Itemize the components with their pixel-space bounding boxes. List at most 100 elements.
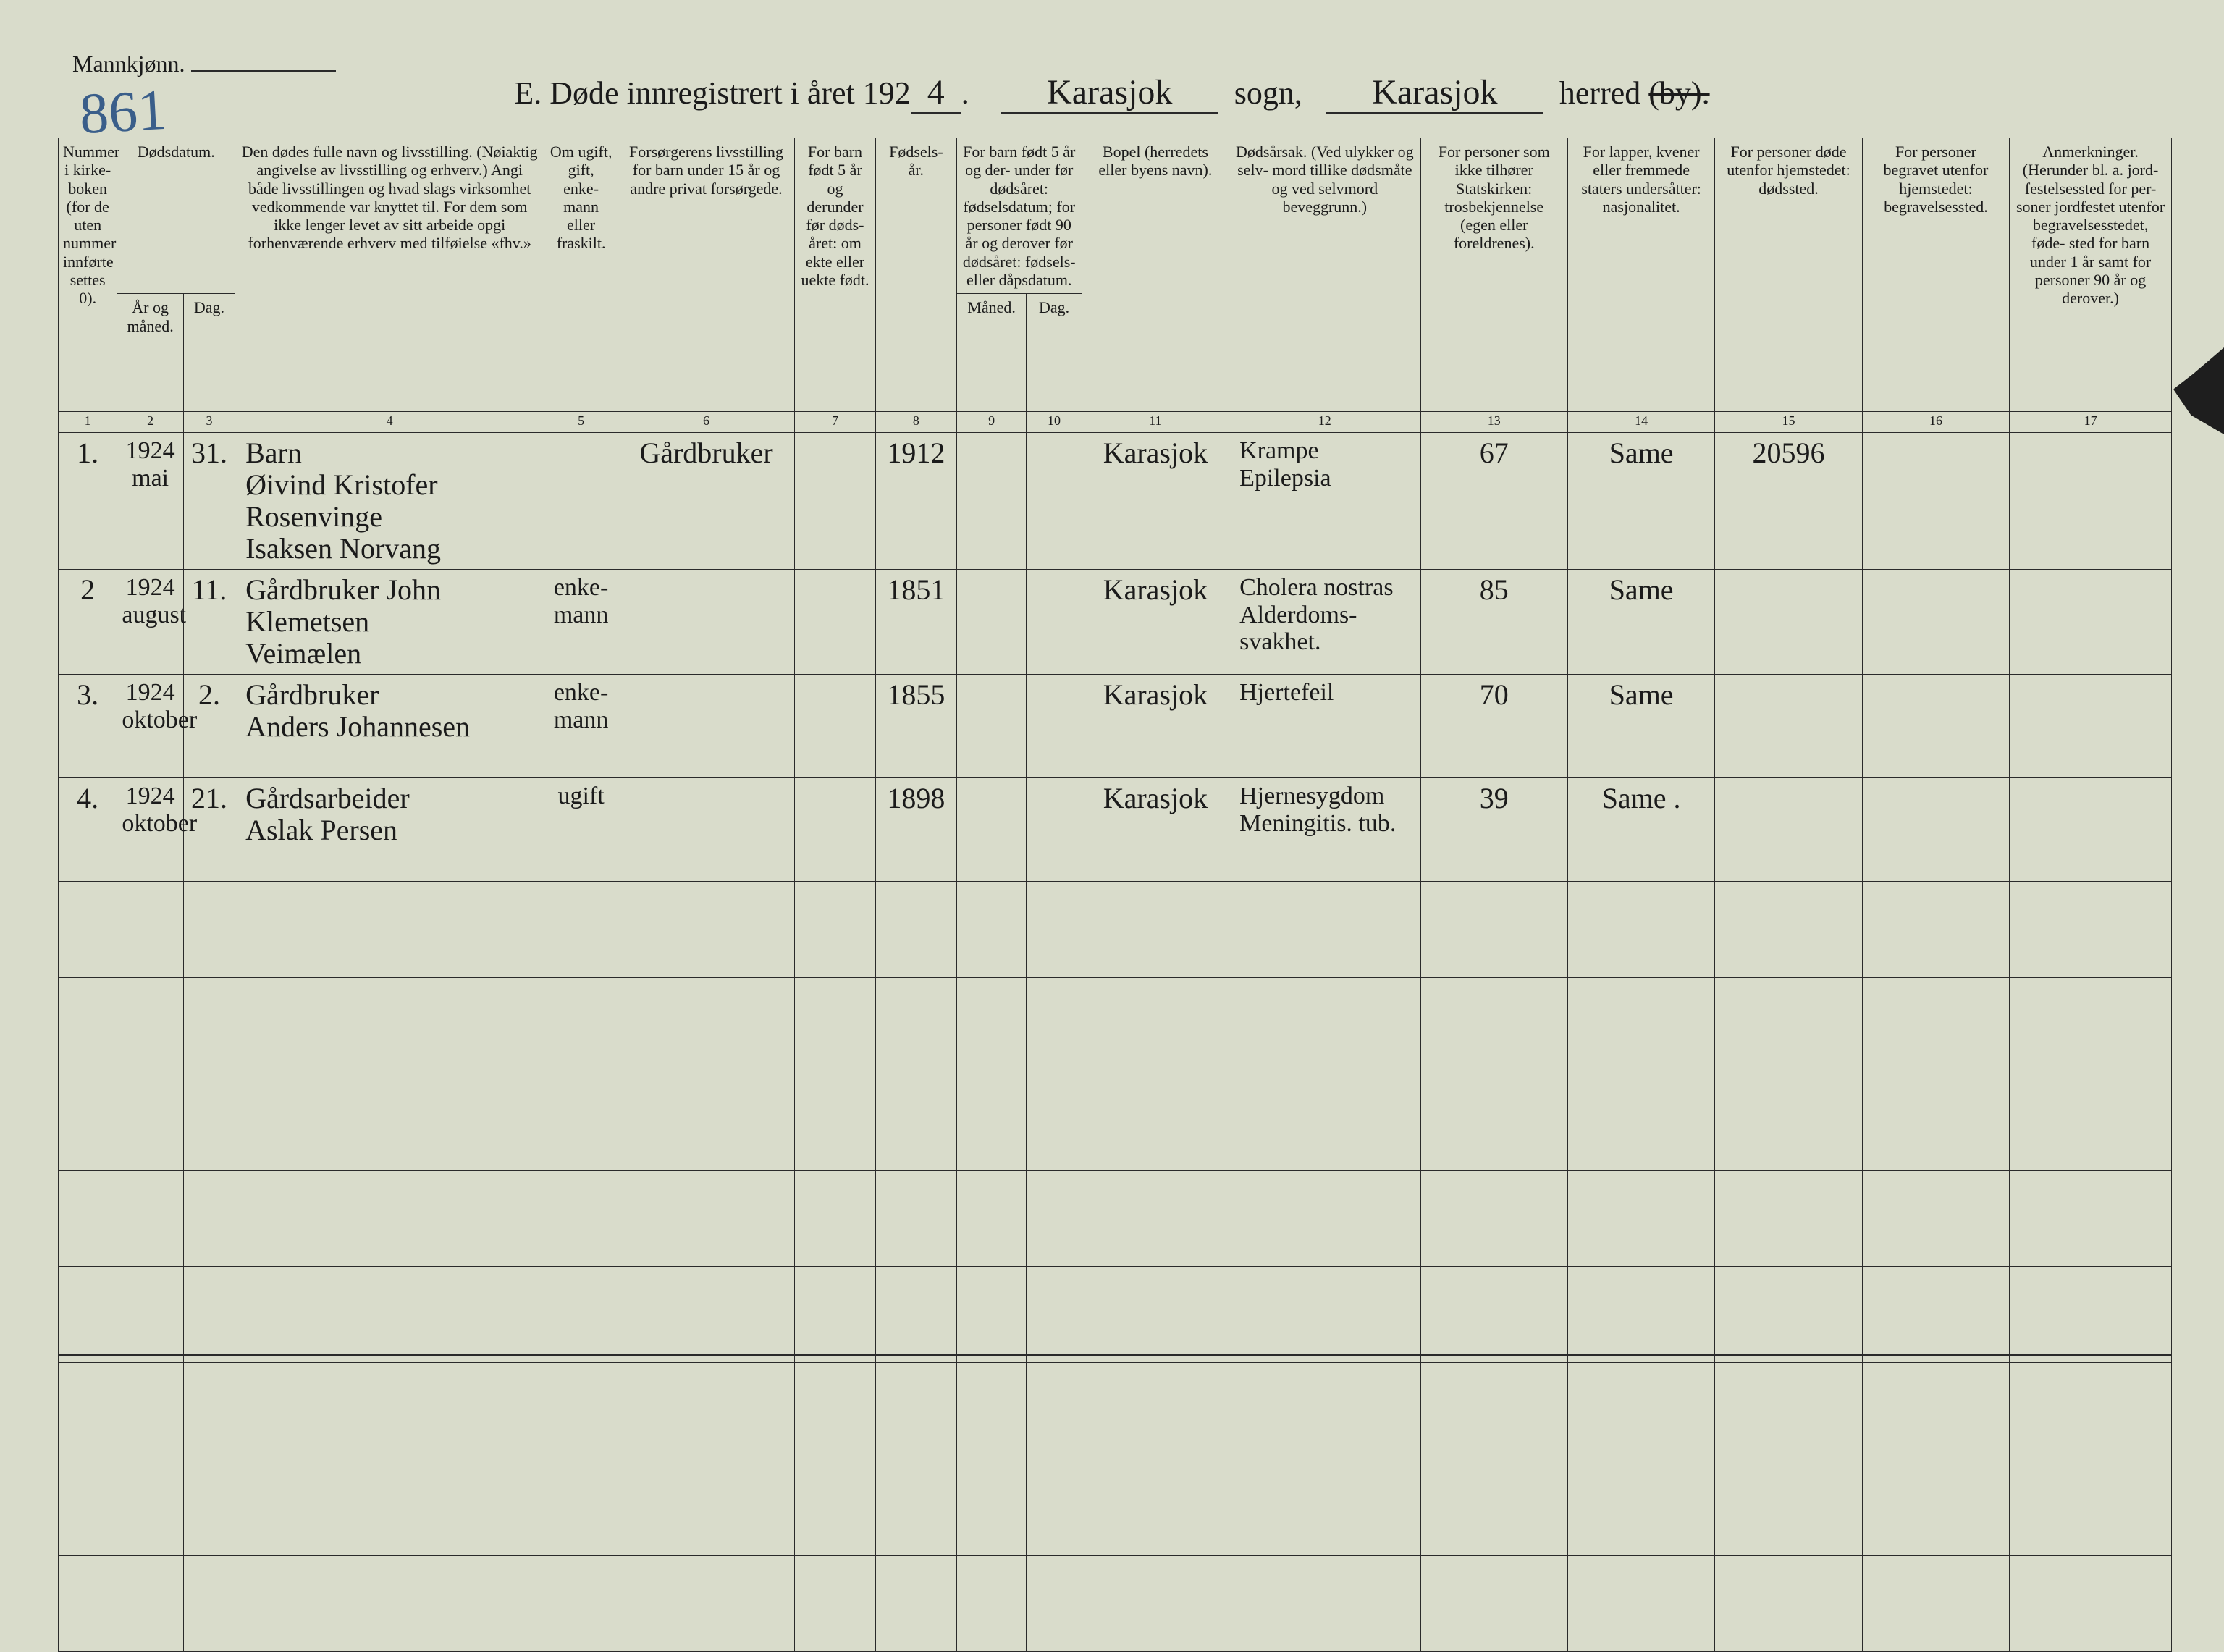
- hdr-nationality: For lapper, kvener eller fremmede stater…: [1567, 138, 1714, 412]
- hdr-birth-month: Måned.: [956, 294, 1027, 412]
- cell-residence: Karasjok: [1082, 778, 1229, 882]
- cell-empty: [544, 1267, 618, 1363]
- cell-remarks: [2010, 778, 2172, 882]
- cell-empty: [1420, 978, 1567, 1074]
- cell-legit: [795, 570, 876, 675]
- cell-empty: [183, 882, 235, 978]
- cell-empty: [875, 882, 956, 978]
- cell-nationality: Same: [1567, 433, 1714, 570]
- cell-empty: [1715, 1363, 1862, 1459]
- hdr-birth-day: Dag.: [1027, 294, 1082, 412]
- cell-empty: [1567, 1556, 1714, 1652]
- cell-empty: [956, 1459, 1027, 1556]
- cell-legit: [795, 778, 876, 882]
- cell-empty: [1862, 882, 2009, 978]
- title-prefix: E. Døde innregistrert i året 192: [514, 75, 910, 111]
- cell-marital: ugift: [544, 778, 618, 882]
- cell-cause: HjernesygdomMeningitis. tub.: [1229, 778, 1420, 882]
- num-10: 10: [1027, 412, 1082, 433]
- num-15: 15: [1715, 412, 1862, 433]
- gender-underline: [191, 70, 336, 72]
- cell-confession: 67: [1420, 433, 1567, 570]
- cell-empty: [618, 1363, 794, 1459]
- cell-empty: [117, 978, 184, 1074]
- cell-burial_place: [1862, 433, 2009, 570]
- cell-empty: [1420, 1363, 1567, 1459]
- num-14: 14: [1567, 412, 1714, 433]
- cell-confession: 39: [1420, 778, 1567, 882]
- cell-empty: [795, 1363, 876, 1459]
- table-row-empty: [59, 1459, 2172, 1556]
- cell-day: 11.: [183, 570, 235, 675]
- cell-empty: [795, 978, 876, 1074]
- cell-empty: [795, 882, 876, 978]
- cell-empty: [1715, 882, 1862, 978]
- cell-birth_month: [956, 778, 1027, 882]
- table-body: 1.1924mai31.BarnØivind Kristofer Rosenvi…: [59, 433, 2172, 1652]
- cell-empty: [183, 1363, 235, 1459]
- cell-empty: [1229, 1171, 1420, 1267]
- cell-confession: 70: [1420, 675, 1567, 778]
- cell-year_month: 1924oktober: [117, 778, 184, 882]
- table-row-empty: [59, 882, 2172, 978]
- cell-empty: [1082, 1459, 1229, 1556]
- cell-empty: [183, 1459, 235, 1556]
- cell-empty: [1082, 1171, 1229, 1267]
- cell-empty: [117, 1459, 184, 1556]
- cell-empty: [1082, 882, 1229, 978]
- hdr-deathplace: For personer døde utenfor hjemstedet: dø…: [1715, 138, 1862, 412]
- cell-empty: [956, 1074, 1027, 1171]
- cell-residence: Karasjok: [1082, 570, 1229, 675]
- cell-empty: [1027, 978, 1082, 1074]
- table-row-empty: [59, 1267, 2172, 1363]
- num-11: 11: [1082, 412, 1229, 433]
- table-row-empty: [59, 1363, 2172, 1459]
- cell-empty: [875, 978, 956, 1074]
- cell-empty: [875, 1171, 956, 1267]
- cell-empty: [2010, 978, 2172, 1074]
- num-3: 3: [183, 412, 235, 433]
- cell-empty: [1567, 1363, 1714, 1459]
- cell-empty: [618, 1556, 794, 1652]
- cell-empty: [183, 1171, 235, 1267]
- cell-empty: [1082, 1074, 1229, 1171]
- num-2: 2: [117, 412, 184, 433]
- table-row-empty: [59, 1556, 2172, 1652]
- cell-empty: [618, 1267, 794, 1363]
- cell-empty: [1027, 1363, 1082, 1459]
- cell-name: BarnØivind Kristofer RosenvingeIsaksen N…: [235, 433, 544, 570]
- cell-empty: [117, 882, 184, 978]
- table-row: 4.1924oktober21.GårdsarbeiderAslak Perse…: [59, 778, 2172, 882]
- cell-empty: [618, 978, 794, 1074]
- cell-empty: [59, 1267, 117, 1363]
- cell-legit: [795, 433, 876, 570]
- cell-empty: [618, 1459, 794, 1556]
- cell-burial_place: [1862, 675, 2009, 778]
- num-8: 8: [875, 412, 956, 433]
- num-16: 16: [1862, 412, 2009, 433]
- cell-no: 1.: [59, 433, 117, 570]
- cell-birth_year: 1912: [875, 433, 956, 570]
- cell-no: 4.: [59, 778, 117, 882]
- title-herred-label: herred: [1559, 75, 1640, 111]
- cell-empty: [956, 1363, 1027, 1459]
- cell-empty: [795, 1171, 876, 1267]
- cell-empty: [875, 1556, 956, 1652]
- hdr-provider: Forsørgerens livsstilling for barn under…: [618, 138, 794, 412]
- cell-empty: [1567, 1074, 1714, 1171]
- hdr-no: Nummer i kirke- boken (for de uten numme…: [59, 138, 117, 412]
- cell-empty: [59, 1074, 117, 1171]
- cell-empty: [183, 1074, 235, 1171]
- cell-empty: [59, 1556, 117, 1652]
- cell-empty: [1862, 1556, 2009, 1652]
- cell-empty: [235, 1074, 544, 1171]
- cell-empty: [544, 1171, 618, 1267]
- cell-empty: [544, 1363, 618, 1459]
- cell-empty: [117, 1267, 184, 1363]
- cell-empty: [1715, 1171, 1862, 1267]
- title-sogn-label: sogn,: [1234, 75, 1302, 111]
- cell-cause: KrampeEpilepsia: [1229, 433, 1420, 570]
- cell-birth_day: [1027, 675, 1082, 778]
- num-1: 1: [59, 412, 117, 433]
- cell-legit: [795, 675, 876, 778]
